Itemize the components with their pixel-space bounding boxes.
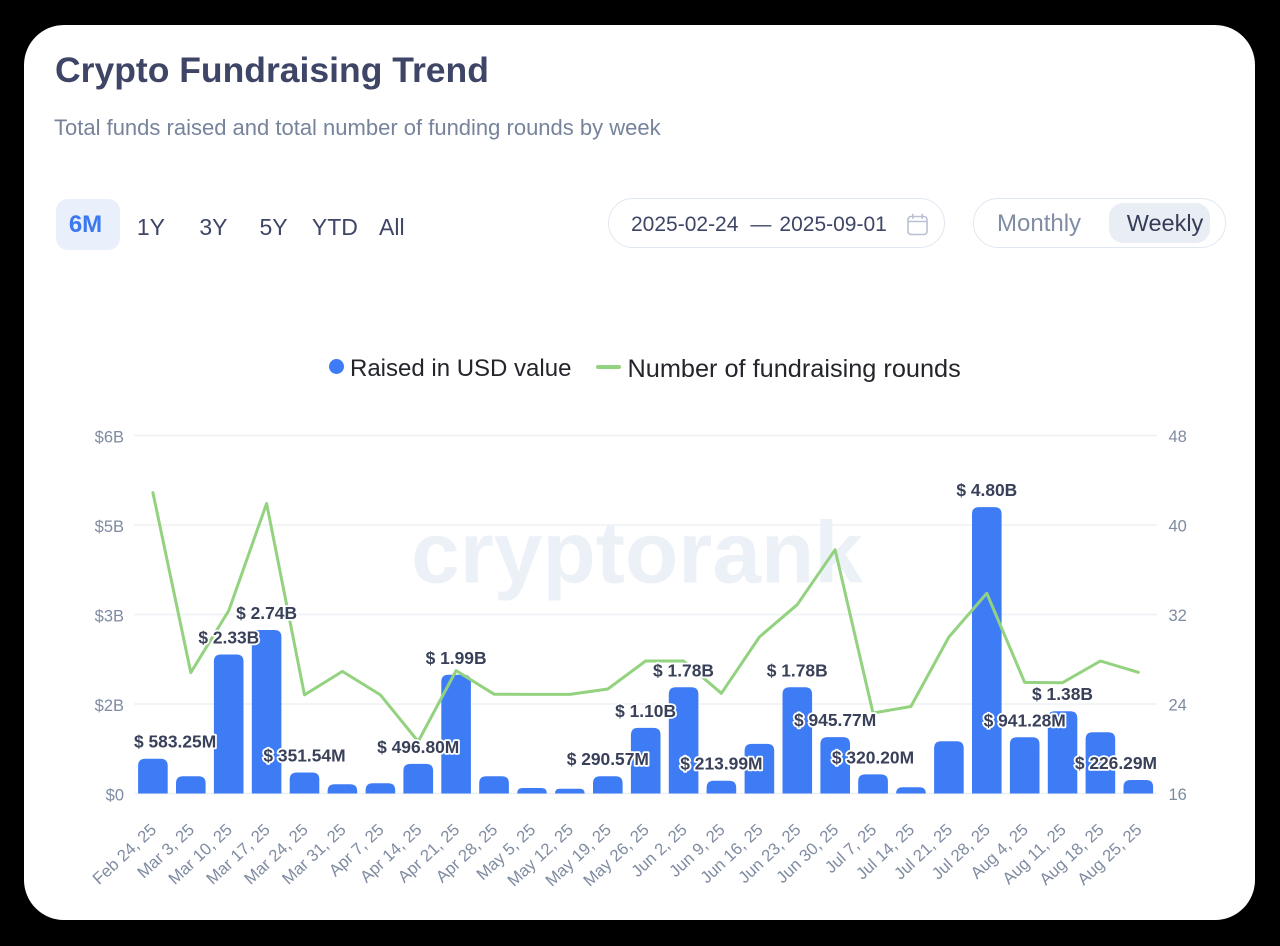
svg-text:$ 583.25M: $ 583.25M: [134, 732, 216, 752]
svg-text:$ 941.28M: $ 941.28M: [984, 710, 1066, 730]
svg-text:$ 1.10B: $ 1.10B: [615, 701, 676, 721]
svg-text:$ 226.29M: $ 226.29M: [1075, 753, 1157, 773]
svg-text:48: 48: [1169, 428, 1187, 446]
svg-text:$ 351.54M: $ 351.54M: [263, 746, 345, 766]
svg-text:$ 290.57M: $ 290.57M: [567, 749, 649, 769]
svg-text:$ 1.78B: $ 1.78B: [653, 660, 714, 680]
svg-text:$6B: $6B: [95, 428, 124, 446]
svg-text:24: 24: [1169, 696, 1187, 714]
svg-text:40: 40: [1169, 517, 1187, 535]
svg-text:$3B: $3B: [95, 607, 124, 625]
svg-text:cryptorank: cryptorank: [411, 503, 863, 601]
svg-text:$0: $0: [106, 786, 124, 804]
svg-text:$ 2.33B: $ 2.33B: [198, 628, 259, 648]
svg-text:$ 2.74B: $ 2.74B: [236, 603, 297, 623]
svg-text:$2B: $2B: [95, 697, 124, 715]
svg-text:$ 320.20M: $ 320.20M: [832, 747, 914, 767]
svg-text:$5B: $5B: [95, 518, 124, 536]
svg-text:$ 1.99B: $ 1.99B: [426, 648, 487, 668]
svg-text:$ 213.99M: $ 213.99M: [680, 754, 762, 774]
svg-text:$ 496.80M: $ 496.80M: [377, 737, 459, 757]
svg-text:$ 4.80B: $ 4.80B: [956, 480, 1017, 500]
svg-text:$ 1.38B: $ 1.38B: [1032, 684, 1093, 704]
svg-text:16: 16: [1169, 786, 1187, 804]
svg-text:32: 32: [1169, 607, 1187, 625]
svg-text:$ 1.78B: $ 1.78B: [767, 660, 828, 680]
svg-text:$ 945.77M: $ 945.77M: [794, 710, 876, 730]
